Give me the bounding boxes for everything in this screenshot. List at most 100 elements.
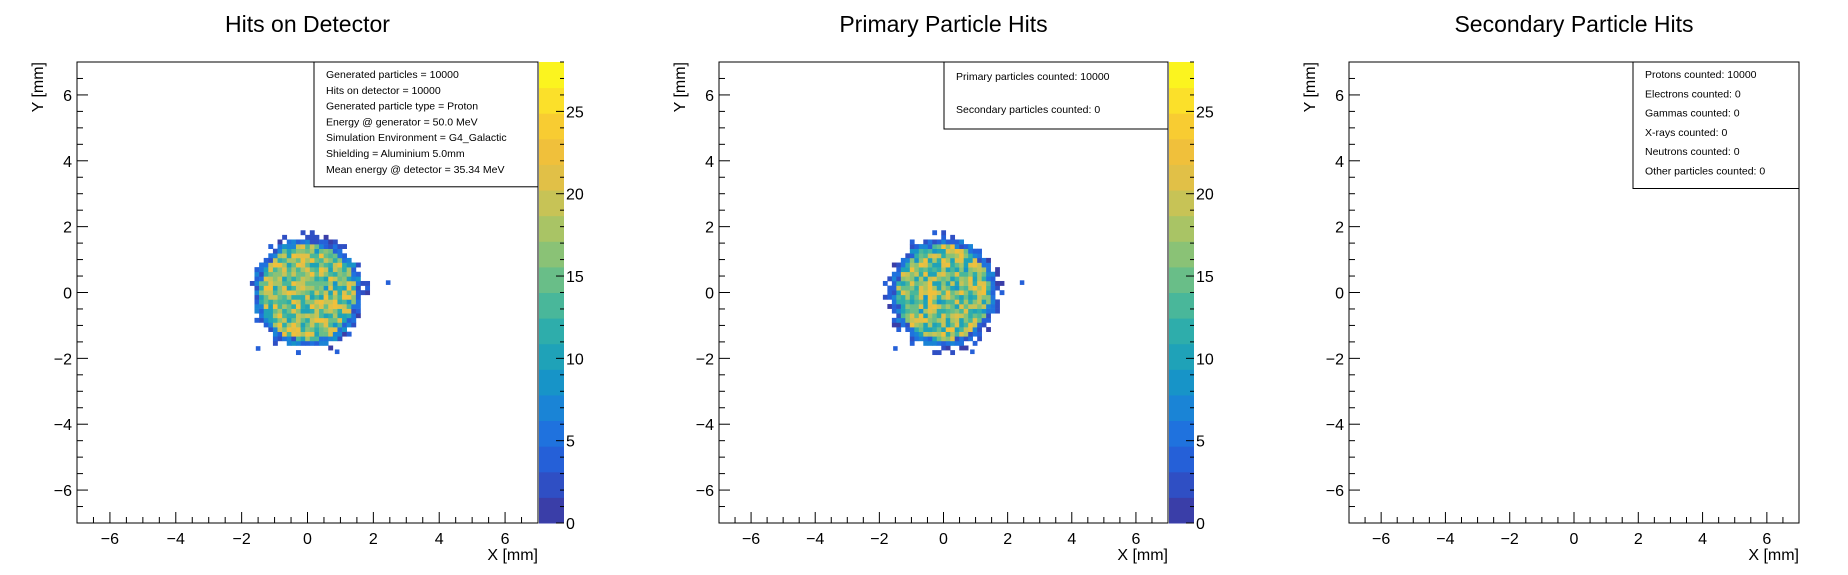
heatmap-cell <box>295 322 301 328</box>
heatmap-cell <box>291 267 297 273</box>
heatmap-cell <box>977 322 982 328</box>
heatmap-cell <box>909 336 915 342</box>
heatmap-cell <box>351 317 357 323</box>
heatmap-cell <box>328 313 334 319</box>
heatmap-cell <box>309 257 315 263</box>
heatmap-cell <box>891 262 897 268</box>
heatmap-cell <box>332 239 338 245</box>
heatmap-cell <box>300 294 306 300</box>
heatmap-cell <box>972 280 978 286</box>
heatmap-cell <box>286 280 292 286</box>
heatmap-cell <box>972 317 978 323</box>
heatmap-cell <box>346 304 352 309</box>
y-tick-label: 2 <box>1335 220 1344 237</box>
heatmap-cell <box>309 299 315 305</box>
heatmap-cell <box>291 253 297 259</box>
heatmap-cell <box>986 304 991 309</box>
heatmap-cell <box>365 280 371 286</box>
heatmap-cell <box>328 239 334 245</box>
heatmap-cell <box>963 317 969 323</box>
heatmap-cell <box>334 349 340 355</box>
heatmap-cell <box>923 327 929 332</box>
heatmap-cell <box>319 299 324 305</box>
heatmap-cell <box>254 290 260 296</box>
heatmap-cell <box>918 290 924 296</box>
heatmap-cell <box>277 290 283 296</box>
heatmap-cell <box>272 336 278 342</box>
heatmap-cell <box>255 346 261 351</box>
heatmap-cell <box>932 317 938 323</box>
heatmap-cell <box>263 317 269 323</box>
heatmap-cell <box>941 239 947 245</box>
heatmap-cell <box>891 304 897 309</box>
heatmap-cell <box>941 276 947 282</box>
heatmap-cell <box>346 294 352 300</box>
heatmap-cell <box>896 304 902 309</box>
heatmap-cell <box>950 244 956 250</box>
heatmap-cell <box>291 239 297 245</box>
heatmap-cell <box>323 276 329 282</box>
heatmap-cell <box>959 299 965 305</box>
colorbar-band <box>539 420 564 447</box>
heatmap-cell <box>332 248 338 254</box>
heatmap-cell <box>909 308 915 314</box>
heatmap-cell <box>954 290 960 296</box>
heatmap-cell <box>963 294 969 300</box>
heatmap-cell <box>986 257 991 263</box>
heatmap-cell <box>346 299 352 305</box>
heatmap-cell <box>328 331 334 337</box>
stats-line: Gammas counted: 0 <box>1645 108 1740 120</box>
heatmap-cell <box>932 299 938 305</box>
heatmap-cell <box>355 290 361 296</box>
heatmap-cell <box>954 317 960 323</box>
heatmap-cell <box>277 239 283 245</box>
heatmap-cell <box>342 257 347 263</box>
heatmap-cell <box>882 280 888 286</box>
heatmap-cell <box>927 276 933 282</box>
colorbar-band <box>1169 394 1194 422</box>
heatmap-cell <box>332 308 338 314</box>
heatmap-cell <box>927 244 933 250</box>
heatmap-cell <box>277 262 283 268</box>
heatmap-cell <box>272 327 278 332</box>
heatmap-cell <box>286 248 292 254</box>
heatmap-cell <box>986 285 991 291</box>
heatmap-cell <box>963 322 969 328</box>
heatmap-cell <box>954 280 960 286</box>
heatmap-cell <box>963 253 969 259</box>
heatmap-cell <box>323 331 329 337</box>
heatmap-cell <box>954 244 960 250</box>
heatmap-cell <box>286 244 292 250</box>
heatmap-cell <box>314 271 320 277</box>
heatmap-cell <box>950 253 956 259</box>
heatmap-cell <box>277 285 283 291</box>
y-tick-label: −2 <box>54 351 72 368</box>
x-tick-label: 2 <box>369 531 378 548</box>
heatmap-cell <box>914 290 920 296</box>
heatmap-cell <box>968 280 973 286</box>
heatmap-cell <box>286 253 292 259</box>
heatmap-cell <box>963 267 969 273</box>
heatmap-cell <box>319 322 324 328</box>
heatmap-cell <box>959 262 965 268</box>
heatmap-cell <box>282 317 288 323</box>
heatmap-cell <box>282 262 288 268</box>
heatmap-cell <box>263 262 269 268</box>
heatmap-cell <box>337 294 343 300</box>
heatmap-cell <box>314 248 320 254</box>
heatmap-cell <box>896 276 902 282</box>
heatmap-cell <box>309 340 315 346</box>
heatmap-cell <box>914 313 920 319</box>
heatmap-cell <box>977 331 982 337</box>
heatmap-cell <box>286 313 292 319</box>
heatmap-cell <box>328 304 334 309</box>
heatmap-cell <box>309 308 315 314</box>
heatmap-cell <box>337 299 343 305</box>
heatmap-cell <box>945 285 951 291</box>
heatmap-cell <box>905 276 911 282</box>
colorbar-band <box>1169 343 1194 370</box>
heatmap-cell <box>963 285 969 291</box>
heatmap-cell <box>959 336 965 342</box>
heatmap-cell <box>272 276 278 282</box>
